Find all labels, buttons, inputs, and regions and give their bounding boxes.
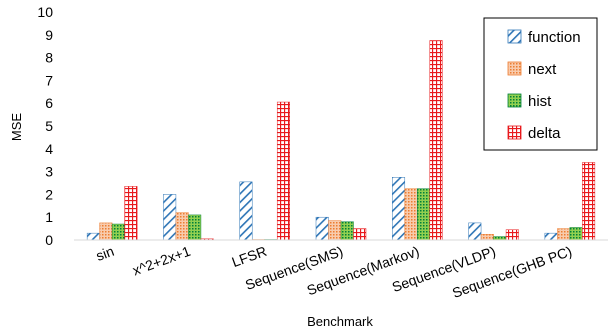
bar-hist-0	[111, 223, 125, 241]
legend-label-hist: hist	[528, 93, 552, 110]
y-axis-title: MSE	[9, 113, 24, 142]
y-tick-label: 4	[45, 141, 53, 157]
bar-function-5	[468, 222, 482, 241]
bar-function-6	[544, 232, 558, 241]
legend-swatch-function	[507, 29, 522, 44]
y-tick-label: 2	[45, 186, 53, 202]
bar-delta-5	[505, 229, 519, 241]
legend-swatch-hist	[507, 93, 522, 108]
legend-swatch-next	[507, 61, 522, 76]
bar-hist-3	[340, 221, 354, 241]
bar-delta-2	[276, 101, 290, 241]
y-axis: 0 1 2 3 4 5 6 7 8 9 10	[37, 4, 53, 248]
y-tick-label: 7	[45, 72, 53, 88]
y-tick-label: 9	[45, 27, 53, 43]
x-axis: sin x^2+2x+1 LFSRSequence(SMS)Sequence(Mar…	[94, 243, 574, 301]
bar-next-1	[175, 212, 189, 241]
bar-hist-5	[493, 236, 507, 241]
bar-delta-3	[353, 228, 367, 241]
bar-function-1	[163, 194, 177, 241]
bar-delta-0	[124, 186, 138, 241]
y-tick-label: 6	[45, 95, 53, 111]
bar-delta-6	[582, 162, 596, 241]
bar-next-4	[404, 188, 418, 241]
bar-next-0	[99, 222, 113, 241]
bar-function-3	[315, 216, 329, 241]
y-tick-label: 5	[45, 118, 53, 134]
x-tick-label: LFSR	[230, 243, 269, 270]
bar-hist-6	[569, 227, 583, 241]
legend-label-function: function	[528, 29, 581, 46]
x-tick-label: x^2+2x+1	[130, 243, 192, 279]
y-tick-label: 0	[45, 232, 53, 248]
legend-label-next: next	[528, 61, 557, 78]
bar-delta-4	[429, 40, 443, 241]
legend: function next hist delta	[483, 17, 598, 151]
x-axis-title: Benchmark	[307, 314, 373, 329]
bar-function-2	[239, 181, 253, 241]
y-tick-label: 1	[45, 209, 53, 225]
bar-hist-1	[188, 214, 202, 241]
bar-hist-4	[417, 188, 431, 241]
y-tick-label: 10	[37, 4, 53, 20]
plot-area	[86, 40, 596, 241]
y-tick-label: 8	[45, 50, 53, 66]
y-tick-label: 3	[45, 164, 53, 180]
x-tick-label: sin	[94, 243, 116, 264]
bar-next-6	[557, 228, 571, 241]
bar-function-0	[86, 232, 100, 241]
bar-next-5	[480, 234, 494, 241]
legend-swatch-delta	[507, 125, 522, 140]
bar-next-3	[328, 220, 342, 241]
bar-function-4	[392, 177, 406, 241]
legend-frame	[483, 17, 598, 151]
legend-label-delta: delta	[528, 125, 561, 142]
